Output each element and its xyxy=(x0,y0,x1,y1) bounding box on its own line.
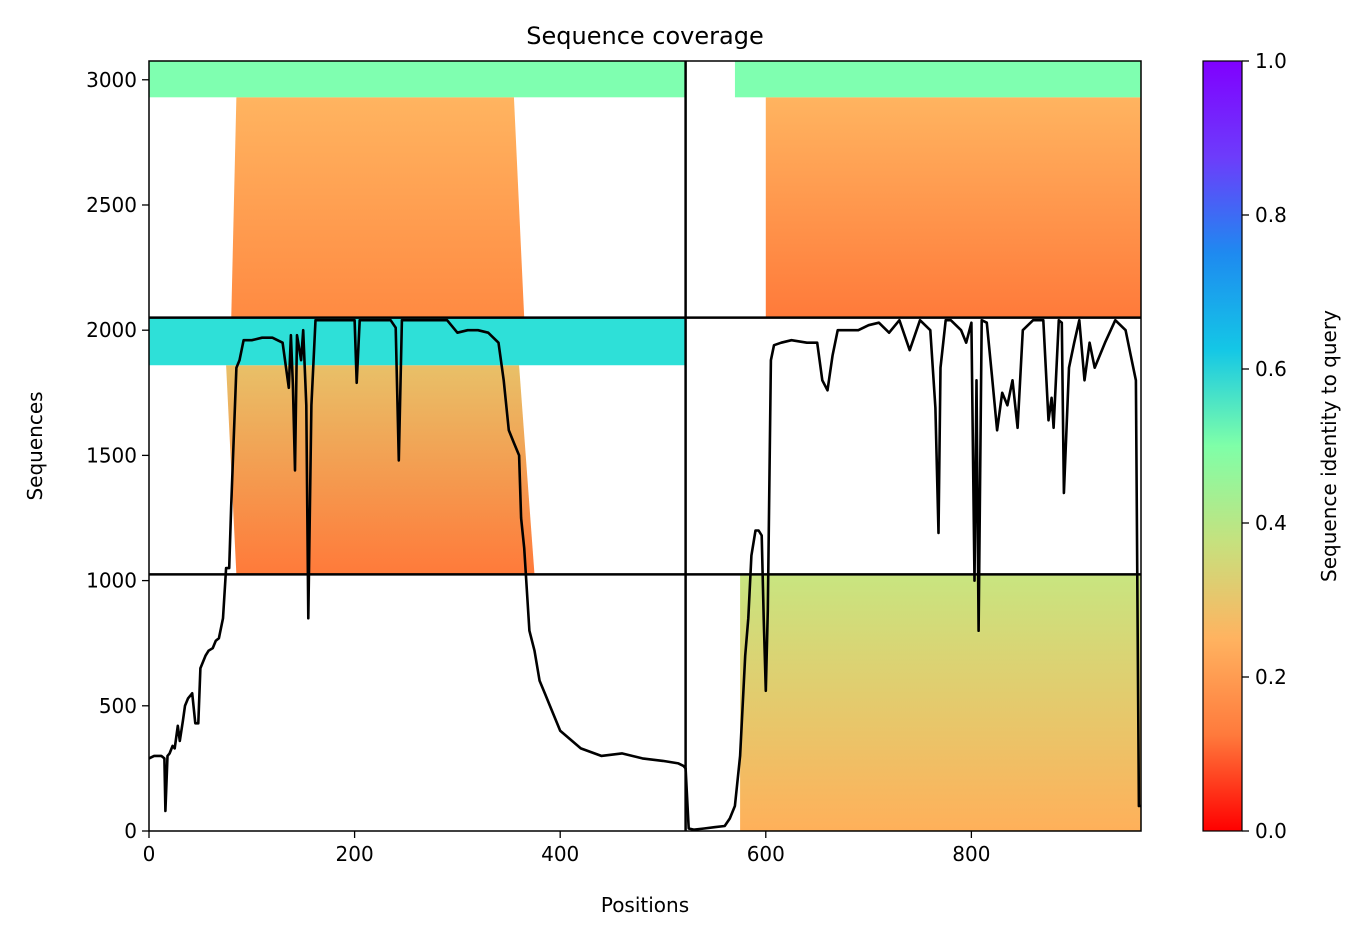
colorbar-tick-label: 0.6 xyxy=(1255,357,1287,381)
y-tick-label: 500 xyxy=(99,694,137,718)
colorbar-tick-label: 0.2 xyxy=(1255,665,1287,689)
heatmap-blocks xyxy=(149,61,1141,831)
y-axis: 0 500 1000 1500 2000 2500 3000 xyxy=(86,68,149,843)
coverage-block-body xyxy=(231,97,525,318)
x-tick-label: 200 xyxy=(336,842,374,866)
y-axis-label: Sequences xyxy=(23,391,47,500)
colorbar-ticks: 0.0 0.2 0.4 0.6 0.8 1.0 xyxy=(1242,49,1287,843)
y-tick-label: 1000 xyxy=(86,569,137,593)
y-tick-label: 2000 xyxy=(86,318,137,342)
x-axis: 0 200 400 600 800 xyxy=(143,831,990,866)
colorbar-label: Sequence identity to query xyxy=(1317,310,1341,582)
colorbar-gradient xyxy=(1202,60,1243,832)
y-tick-label: 0 xyxy=(124,819,137,843)
x-tick-label: 0 xyxy=(143,842,156,866)
y-tick-label: 3000 xyxy=(86,68,137,92)
coverage-line xyxy=(148,318,1141,831)
coverage-line-group xyxy=(148,318,1141,831)
chart-title: Sequence coverage xyxy=(526,22,763,50)
coverage-block-top-band xyxy=(734,61,1141,98)
y-tick-label: 2500 xyxy=(86,193,137,217)
x-tick-label: 600 xyxy=(747,842,785,866)
x-tick-label: 400 xyxy=(541,842,579,866)
colorbar-tick-label: 0.4 xyxy=(1255,511,1287,535)
colorbar: 0.0 0.2 0.4 0.6 0.8 1.0 Sequence identity to … xyxy=(1202,49,1341,843)
coverage-block-body xyxy=(765,97,1141,318)
coverage-block-body xyxy=(226,365,535,575)
coverage-block-top-band xyxy=(149,61,686,98)
coverage-block-top-band xyxy=(149,317,686,366)
y-tick-label: 1500 xyxy=(86,443,137,467)
x-axis-label: Positions xyxy=(601,893,689,917)
colorbar-tick-label: 1.0 xyxy=(1255,49,1287,73)
colorbar-tick-label: 0.0 xyxy=(1255,819,1287,843)
x-tick-label: 800 xyxy=(952,842,990,866)
plot-frame xyxy=(148,60,1142,832)
coverage-block-body xyxy=(740,574,1141,831)
colorbar-tick-label: 0.8 xyxy=(1255,203,1287,227)
